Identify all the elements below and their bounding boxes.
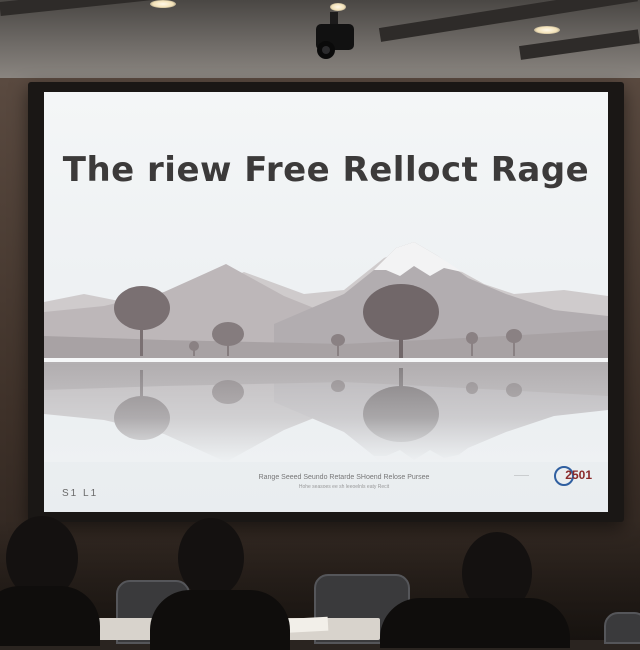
tree xyxy=(331,334,345,356)
tree xyxy=(506,329,522,356)
ceiling-light xyxy=(150,0,176,8)
projector xyxy=(316,12,354,59)
tree xyxy=(212,322,244,356)
mountain-lake-illustration xyxy=(44,242,608,462)
projection-screen: The riew Free Relloct Rage xyxy=(44,92,608,512)
slide-title: The riew Free Relloct Rage xyxy=(62,150,590,190)
logo-caption: ——— xyxy=(514,473,529,479)
logo-text: 2501 xyxy=(565,468,592,482)
tree xyxy=(363,284,439,358)
footer-line-1: Range Seeed Seundo Retarde SHoend Relose… xyxy=(258,474,430,481)
ceiling-light xyxy=(534,26,560,34)
chair xyxy=(604,612,640,644)
tree xyxy=(466,332,478,356)
slide-number: S1 L1 xyxy=(62,488,99,499)
organization-logo: ——— 2501 xyxy=(514,464,594,488)
logo-ring-icon xyxy=(554,466,574,486)
tree xyxy=(114,286,170,356)
footer-line-2: Hohe seasoes ee sh leeoelnls eaty Recit xyxy=(298,484,390,490)
tree xyxy=(189,341,199,356)
slide-footer-text: Range Seeed Seundo Retarde SHoend Relose… xyxy=(194,474,494,490)
ceiling-beam xyxy=(519,29,640,60)
ceiling-light xyxy=(330,3,346,11)
